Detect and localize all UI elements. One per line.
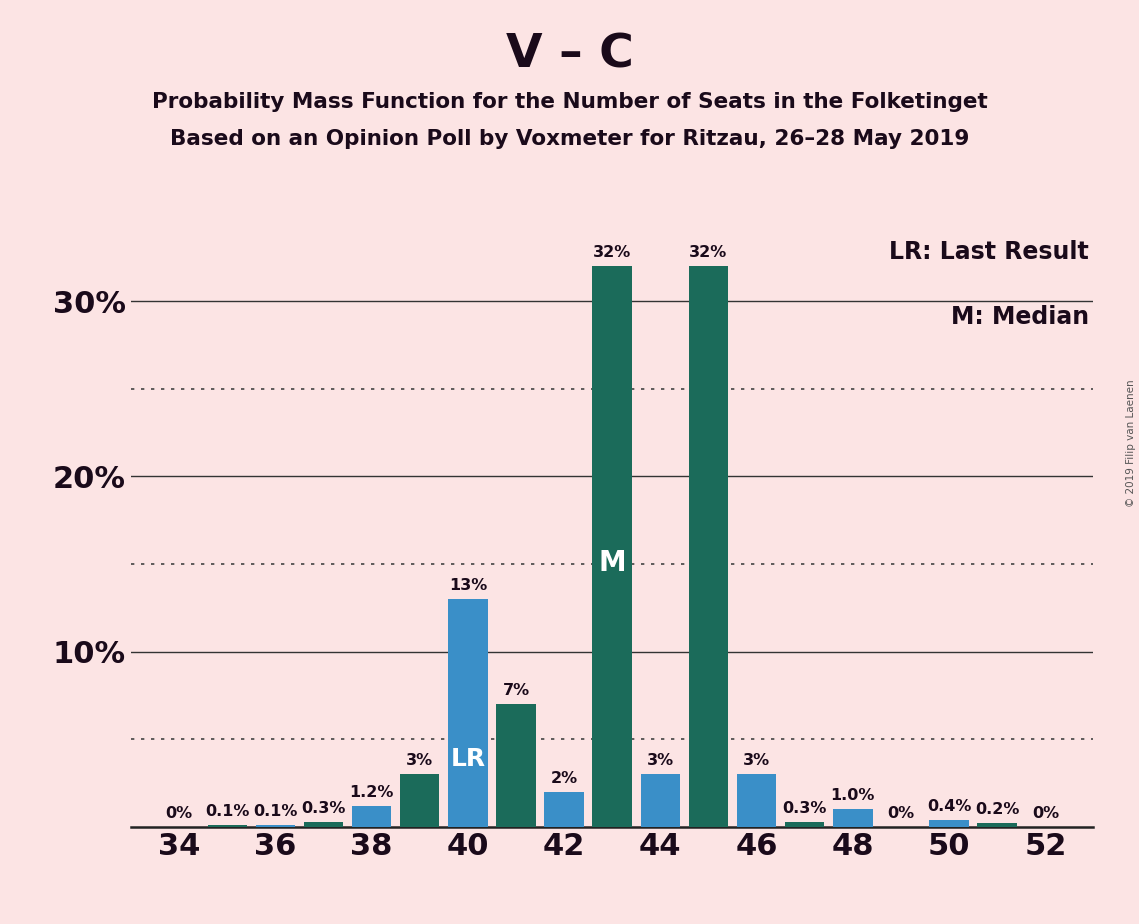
Text: 0.3%: 0.3% — [782, 800, 827, 816]
Text: M: M — [598, 550, 626, 578]
Text: 0.1%: 0.1% — [205, 804, 249, 819]
Bar — [929, 820, 969, 827]
Text: 2%: 2% — [550, 771, 577, 785]
Text: V – C: V – C — [506, 32, 633, 78]
Text: 3%: 3% — [407, 753, 433, 768]
Text: 0.4%: 0.4% — [927, 799, 972, 814]
Text: Based on an Opinion Poll by Voxmeter for Ritzau, 26–28 May 2019: Based on an Opinion Poll by Voxmeter for… — [170, 129, 969, 150]
Text: LR: Last Result: LR: Last Result — [888, 240, 1089, 264]
Text: 3%: 3% — [647, 753, 674, 768]
Text: 13%: 13% — [449, 578, 487, 593]
Text: LR: LR — [450, 747, 485, 771]
Text: Probability Mass Function for the Number of Seats in the Folketinget: Probability Mass Function for the Number… — [151, 92, 988, 113]
Bar — [640, 774, 680, 827]
Bar — [737, 774, 777, 827]
Text: 7%: 7% — [502, 683, 530, 699]
Bar — [544, 792, 584, 827]
Bar — [400, 774, 440, 827]
Bar — [304, 821, 343, 827]
Bar — [689, 266, 728, 827]
Bar — [833, 809, 872, 827]
Bar — [207, 825, 247, 827]
Text: 32%: 32% — [689, 245, 728, 260]
Bar — [785, 821, 825, 827]
Text: 1.0%: 1.0% — [830, 788, 875, 803]
Text: 0.2%: 0.2% — [975, 802, 1019, 818]
Bar — [352, 806, 392, 827]
Text: 32%: 32% — [593, 245, 631, 260]
Text: 1.2%: 1.2% — [350, 784, 394, 800]
Text: 0%: 0% — [887, 806, 915, 821]
Text: M: Median: M: Median — [951, 306, 1089, 330]
Text: 0.3%: 0.3% — [302, 800, 345, 816]
Bar — [448, 599, 487, 827]
Bar — [592, 266, 632, 827]
Bar — [255, 825, 295, 827]
Text: 0%: 0% — [165, 806, 192, 821]
Text: © 2019 Filip van Laenen: © 2019 Filip van Laenen — [1125, 380, 1136, 507]
Bar — [497, 704, 535, 827]
Text: 0.1%: 0.1% — [253, 804, 297, 819]
Text: 0%: 0% — [1032, 806, 1059, 821]
Bar — [977, 823, 1017, 827]
Text: 3%: 3% — [743, 753, 770, 768]
